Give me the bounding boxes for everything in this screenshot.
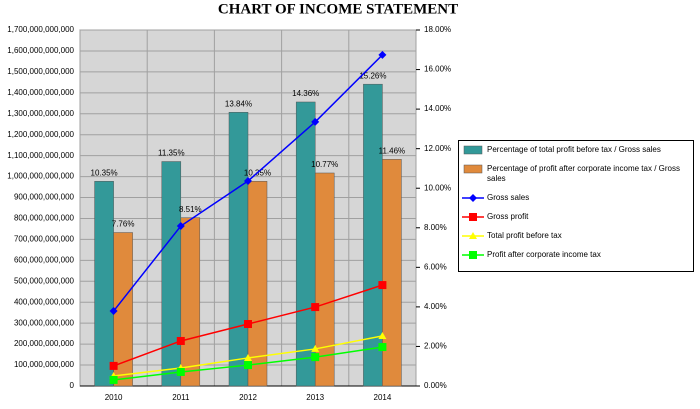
legend-swatch-marker — [469, 251, 477, 259]
bar — [363, 83, 383, 387]
legend-swatch-marker — [469, 232, 477, 239]
y-tick-label: 1,000,000,000,000 — [7, 172, 74, 181]
bar-value-label: 11.46% — [379, 146, 406, 155]
y-tick-label: 0 — [70, 381, 75, 390]
line-marker — [109, 375, 118, 384]
line-marker — [244, 353, 252, 361]
y-tick-label: 1,500,000,000,000 — [7, 67, 74, 76]
bar-value-label: 7.76% — [112, 220, 135, 229]
x-tick-label: 2011 — [172, 393, 190, 402]
bar-value-label: 10.77% — [311, 160, 338, 169]
line-marker — [109, 361, 118, 370]
y-tick-label: 700,000,000,000 — [14, 235, 75, 244]
line-marker — [311, 353, 320, 362]
legend-entry: Gross profit — [462, 212, 690, 222]
x-tick-label: 2012 — [239, 393, 257, 402]
y-tick-label: 600,000,000,000 — [14, 255, 75, 264]
y2-tick-label: 18.00% — [424, 25, 451, 34]
legend-entry: Total profit before tax — [462, 231, 690, 241]
bar-value-label: 13.84% — [225, 99, 252, 108]
legend-label: Gross profit — [487, 212, 529, 221]
legend-swatch-box — [463, 164, 483, 174]
line-marker — [378, 331, 387, 339]
bar-value-label: 11.35% — [158, 149, 185, 158]
bar-value-label: 8.51% — [179, 205, 202, 214]
legend: Percentage of total profit before tax / … — [458, 140, 694, 272]
line-marker — [244, 320, 252, 329]
bar — [94, 181, 114, 387]
line-marker — [378, 50, 387, 59]
x-tick-label: 2010 — [105, 393, 123, 402]
legend-label: Percentage of profit after corporate inc… — [487, 164, 680, 183]
y2-tick-label: 0.00% — [424, 381, 447, 390]
bar — [180, 217, 201, 387]
line-marker — [244, 176, 252, 185]
y-tick-label: 1,100,000,000,000 — [7, 151, 74, 160]
y-tick-label: 1,400,000,000,000 — [7, 88, 74, 97]
y2-tick-label: 14.00% — [424, 104, 451, 113]
y-tick-label: 100,000,000,000 — [14, 360, 75, 369]
legend-swatch — [462, 194, 484, 202]
legend-label: Gross sales — [487, 193, 530, 202]
legend-entry: Profit after corporate income tax — [462, 250, 690, 260]
y-tick-label: 200,000,000,000 — [14, 339, 75, 348]
legend-swatch — [462, 232, 484, 239]
legend-entry: Gross sales — [462, 193, 690, 203]
legend-label: Percentage of total profit before tax / … — [487, 145, 661, 154]
line-marker — [311, 117, 320, 126]
line-marker — [311, 344, 320, 352]
legend-swatch — [462, 213, 484, 221]
bar — [382, 159, 402, 387]
x-tick-label: 2014 — [374, 393, 392, 402]
y2-tick-label: 10.00% — [424, 183, 451, 192]
line-marker — [244, 361, 252, 370]
y2-tick-label: 6.00% — [424, 262, 447, 271]
bar-value-label: 15.26% — [359, 71, 386, 80]
line-marker — [378, 343, 387, 352]
line-marker — [311, 303, 320, 312]
legend-label: Profit after corporate income tax — [487, 250, 601, 259]
line-marker — [176, 367, 185, 376]
y-tick-label: 1,700,000,000,000 — [7, 25, 74, 34]
chart-title: CHART OF INCOME STATEMENT — [218, 1, 458, 17]
legend-entry: Percentage of profit after corporate inc… — [462, 164, 690, 184]
x-tick-label: 2013 — [306, 393, 324, 402]
line-marker — [378, 281, 387, 290]
y2-tick-label: 8.00% — [424, 223, 447, 232]
y-tick-label: 400,000,000,000 — [14, 297, 75, 306]
bar-value-label: 14.36% — [292, 89, 319, 98]
bar-value-label: 10.35% — [91, 168, 118, 177]
y-tick-label: 900,000,000,000 — [14, 193, 75, 202]
line-marker — [109, 307, 118, 316]
legend-swatch-marker — [469, 213, 477, 221]
y2-tick-label: 2.00% — [424, 342, 447, 351]
bar — [161, 161, 182, 387]
bar — [314, 172, 335, 387]
bar — [295, 101, 316, 387]
line-marker — [176, 222, 185, 231]
bar — [228, 112, 249, 387]
y-tick-label: 800,000,000,000 — [14, 214, 75, 223]
y2-tick-label: 16.00% — [424, 65, 451, 74]
legend-swatch-marker — [469, 194, 477, 202]
y-tick-label: 500,000,000,000 — [14, 276, 75, 285]
y-tick-label: 300,000,000,000 — [14, 318, 75, 327]
y-tick-label: 1,600,000,000,000 — [7, 46, 74, 55]
legend-swatch — [463, 145, 483, 155]
legend-swatch — [463, 164, 483, 174]
y-tick-label: 1,200,000,000,000 — [7, 130, 74, 139]
legend-label: Total profit before tax — [487, 231, 562, 240]
legend-entry: Percentage of total profit before tax / … — [462, 145, 690, 155]
y2-tick-label: 4.00% — [424, 302, 447, 311]
legend-swatch — [462, 251, 484, 259]
line-marker — [176, 336, 185, 345]
bar — [247, 181, 268, 387]
legend-swatch-box — [463, 145, 483, 155]
y-tick-label: 1,300,000,000,000 — [7, 109, 74, 118]
y2-tick-label: 12.00% — [424, 144, 451, 153]
